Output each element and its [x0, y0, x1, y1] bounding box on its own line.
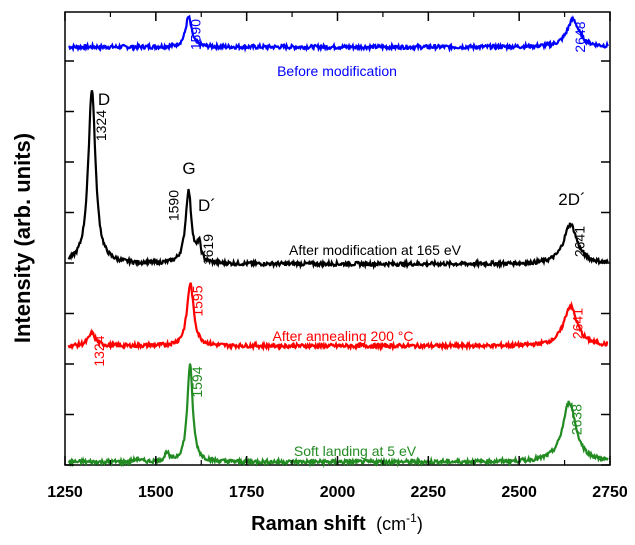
- peak-label-3-0: 1594: [189, 366, 205, 397]
- series-line-2: [67, 282, 609, 352]
- series-label-2: After annealing 200 °C: [272, 328, 413, 344]
- peak-label-1-1: 1590: [166, 190, 182, 221]
- peak-label-1-3: 2641: [571, 226, 587, 257]
- x-tick-label-6: 2750: [592, 484, 628, 501]
- peak-label-1-2: 1619: [200, 234, 216, 265]
- x-tick-label-4: 2250: [411, 484, 447, 501]
- x-axis-title-unit-exp: -1: [406, 511, 417, 525]
- series-line-0: [68, 14, 609, 53]
- series-layer: [67, 14, 609, 469]
- y-axis-title: Intensity (arb. units): [10, 133, 35, 343]
- series-label-0: Before modification: [277, 63, 397, 79]
- band-label-0: D: [98, 90, 110, 109]
- x-tick-label-5: 2500: [501, 484, 537, 501]
- x-axis-title: Raman shift (cm-1): [251, 511, 423, 535]
- x-tick-label-1: 1500: [138, 484, 174, 501]
- x-axis-title-unit: (cm: [376, 514, 406, 534]
- peak-label-0-0: 1590: [188, 19, 204, 50]
- peak-label-2-0: 1324: [91, 335, 107, 366]
- peak-label-1-0: 1324: [93, 110, 109, 141]
- x-axis-title-unit-close: ): [417, 514, 423, 534]
- x-tick-label-2: 1750: [229, 484, 265, 501]
- series-line-1: [67, 90, 609, 271]
- x-axis-title-main: Raman shift: [251, 513, 366, 535]
- band-label-3: 2D´: [558, 190, 585, 209]
- ticks-layer: 1250 1500 1750 2000 2250 2500 2750: [47, 12, 628, 501]
- peak-label-3-1: 2638: [568, 404, 584, 435]
- peak-label-2-2: 2641: [569, 308, 585, 339]
- x-tick-label-0: 1250: [47, 484, 83, 501]
- peak-label-0-1: 2648: [572, 21, 588, 52]
- labels-layer: Before modification 1590 2648 After modific…: [91, 19, 588, 459]
- x-tick-label-3: 2000: [320, 484, 356, 501]
- band-label-2: D´: [198, 196, 216, 215]
- plot-frame: [64, 11, 611, 466]
- band-label-1: G: [182, 159, 195, 178]
- peak-label-2-1: 1595: [189, 285, 205, 316]
- series-label-1: After modification at 165 eV: [289, 242, 462, 258]
- series-label-3: Soft landing at 5 eV: [294, 443, 417, 459]
